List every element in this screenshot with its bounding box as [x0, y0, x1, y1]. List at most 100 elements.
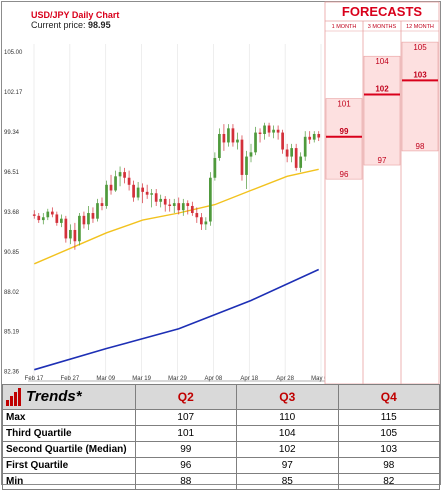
forecast-median-value: 99 [340, 127, 349, 136]
table-cell: 88 [134, 473, 238, 490]
table-cell: 102 [236, 441, 339, 458]
forecast-low-value: 96 [340, 170, 349, 179]
current-price-value: 98.95 [88, 20, 111, 30]
table-cell: 85 [236, 473, 339, 490]
trends-title-cell: Trends* [2, 384, 136, 410]
current-price-label: Current price: [31, 20, 86, 30]
candle-body [96, 203, 99, 219]
bar-chart-icon [6, 388, 22, 407]
candle-body [32, 214, 36, 216]
table-row: Max 107 110 115 [2, 409, 440, 426]
candle-body [285, 149, 289, 157]
row-label: Second Quartile (Median) [2, 441, 136, 458]
candle-body [209, 177, 212, 222]
candle-body [254, 132, 257, 153]
x-tick-label: Apr 28 [276, 376, 294, 382]
chart-title: USD/JPY Daily Chart [31, 10, 119, 20]
moving-averages [34, 168, 320, 371]
x-tick-label: Feb 17 [25, 376, 44, 382]
ma-short-line [34, 168, 319, 265]
trends-header-row: Trends* Q2 Q3 Q4 [2, 384, 440, 410]
candle-body [69, 229, 72, 239]
table-cell: 107 [134, 409, 238, 426]
y-tick-label: 88.02 [4, 290, 20, 296]
table-cell: 98 [337, 457, 440, 474]
forecast-high-value: 101 [337, 100, 351, 109]
candle-body [154, 193, 158, 202]
candle-body [177, 203, 181, 211]
usdjpy-chart: 105.00 102.17 99.34 96.51 93.68 90.85 88.02 85.… [4, 1, 440, 384]
candle-body [64, 218, 68, 239]
x-tick-label: Mar 09 [96, 376, 115, 382]
table-cell: 101 [134, 425, 238, 442]
candle-body [41, 217, 45, 221]
table-cell: 97 [236, 457, 339, 474]
candle-body [317, 133, 321, 138]
x-tick-label: Apr 18 [240, 376, 258, 382]
y-tick-label: 99.34 [4, 130, 20, 136]
candle-body [231, 128, 235, 143]
y-tick-label: 93.68 [4, 210, 20, 216]
candle-body [276, 129, 280, 133]
row-label: Min [2, 473, 136, 490]
candle-body [159, 198, 163, 202]
candle-body [118, 172, 122, 177]
trends-col-q4: Q4 [337, 384, 440, 410]
candle-body [303, 136, 307, 157]
candle-body [46, 211, 50, 218]
candle-body [50, 211, 54, 215]
candle-body [105, 184, 108, 206]
x-tick-label: May 08 [311, 376, 331, 382]
candle-body [145, 191, 149, 195]
candle-body [267, 125, 271, 133]
candle-body [150, 193, 154, 195]
candle-body [141, 187, 144, 192]
trends-title: Trends* [26, 387, 82, 405]
forecast-col-label: 1 MONTH [332, 24, 357, 30]
forecast-panel: FORECASTS 1 MONTH 101 99 96 3 MONTHS 104 102 97 1… [324, 1, 440, 384]
candle-body [258, 132, 262, 134]
candle-body [294, 148, 298, 168]
candle-body [240, 139, 244, 175]
y-tick-label: 85.19 [4, 330, 20, 336]
candle-body [109, 184, 113, 191]
candles [32, 122, 321, 250]
current-price-line: Current price: 98.95 [31, 20, 111, 30]
forecast-median-value: 102 [375, 84, 389, 93]
candle-body [73, 229, 77, 242]
candle-body [91, 213, 95, 219]
row-label: First Quartile [2, 457, 136, 474]
candle-body [55, 214, 59, 223]
candle-body [299, 156, 303, 168]
forecast-range-band [401, 41, 439, 152]
candle-body [236, 139, 239, 143]
forecast-low-value: 98 [416, 142, 425, 151]
trends-col-q3: Q3 [236, 384, 339, 410]
y-tick-label: 105.00 [4, 50, 23, 56]
candle-body [163, 198, 167, 205]
candle-body [218, 133, 221, 158]
candle-body [222, 133, 226, 143]
y-tick-label: 82.36 [4, 370, 20, 376]
table-row: Min 88 85 82 [2, 473, 440, 490]
x-tick-label: Mar 29 [168, 376, 187, 382]
table-cell: 82 [337, 473, 440, 490]
candle-body [249, 152, 253, 157]
candle-body [263, 125, 266, 134]
row-label: Third Quartile [2, 425, 136, 442]
forecast-col-label: 12 MONTH [406, 24, 434, 30]
table-cell: 99 [134, 441, 238, 458]
trends-col-q2: Q2 [134, 384, 238, 410]
forecast-high-value: 105 [413, 43, 427, 52]
table-row: First Quartile 96 97 98 [2, 457, 440, 474]
table-cell: 104 [236, 425, 339, 442]
candle-body [186, 203, 190, 206]
table-cell: 103 [337, 441, 440, 458]
candle-body [37, 215, 41, 221]
candle-body [308, 136, 312, 140]
candle-body [272, 129, 275, 133]
forecast-low-value: 97 [378, 156, 387, 165]
candle-body [181, 203, 185, 211]
forecast-range-band [325, 98, 363, 180]
candle-body [195, 213, 199, 218]
